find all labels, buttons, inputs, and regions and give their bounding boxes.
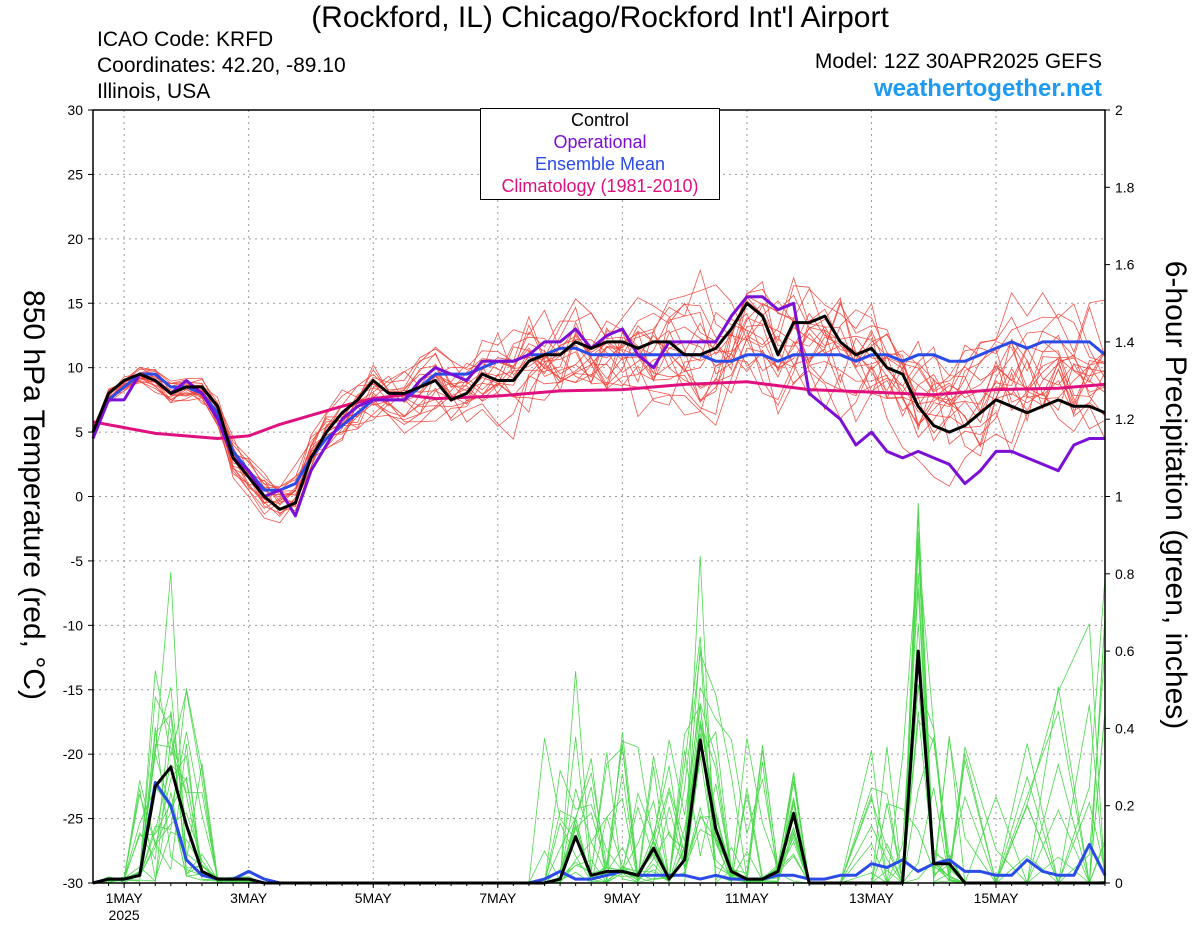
- y-tick-label-left: -10: [63, 617, 83, 633]
- y-tick-label-left: 30: [67, 102, 83, 118]
- x-tick-label: 9MAY: [604, 890, 642, 906]
- y-tick-label-right: 1.8: [1115, 179, 1135, 195]
- chart-title: (Rockford, IL) Chicago/Rockford Int'l Ai…: [311, 1, 889, 34]
- control-temperature-line: [91, 301, 1106, 511]
- y-tick-label-left: -5: [71, 553, 84, 569]
- ensemble-mean-precipitation-line: [92, 781, 1107, 885]
- y-tick-label-right: 0.8: [1115, 566, 1135, 582]
- ensemble-member-precip-line: [92, 721, 1105, 884]
- x-year-label: 2025: [109, 907, 140, 923]
- ensemble-member-precip-line: [92, 573, 1105, 884]
- legend-control: Control: [570, 110, 630, 130]
- y-tick-label-left: -20: [63, 746, 83, 762]
- x-tick-label: 11MAY: [725, 890, 769, 906]
- ensemble-member-precip-line: [92, 502, 1105, 884]
- x-tick-label: 1MAY: [106, 890, 144, 906]
- x-tick-label: 7MAY: [479, 890, 517, 906]
- ensemble-member-precip-line: [92, 577, 1106, 884]
- model-run: Model: 12Z 30APR2025 GEFS: [814, 50, 1102, 73]
- axis-ticks: 302520151050-5-10-15-20-25-3021.81.61.41…: [63, 102, 1135, 923]
- x-tick-label: 5MAY: [355, 890, 393, 906]
- ensemble-member-temp-line: [92, 316, 1106, 504]
- legend-ensemble-mean: Ensemble Mean: [534, 154, 666, 174]
- y-tick-label-left: 20: [67, 231, 83, 247]
- series-lines: [91, 295, 1107, 885]
- y-tick-label-right: 1.4: [1115, 334, 1135, 350]
- x-tick-label: 13MAY: [849, 890, 895, 906]
- ensemble-member-temp-line: [92, 302, 1106, 488]
- y-tick-label-right: 1.2: [1115, 411, 1135, 427]
- icao-code: ICAO Code: KRFD: [97, 28, 274, 51]
- y-tick-label-right: 1.6: [1115, 257, 1135, 273]
- y-tick-label-left: -25: [63, 811, 83, 827]
- legend-climatology: Climatology (1981-2010): [501, 176, 699, 196]
- y-axis-label-right: 6-hour Precipitation (green, inches): [1159, 260, 1192, 730]
- grid-lines: [93, 110, 1105, 883]
- x-tick-label: 15MAY: [974, 890, 1020, 906]
- y-tick-label-right: 0: [1115, 875, 1123, 891]
- y-axis-label-left: 850 hPa Temperature (red, °C): [17, 290, 50, 700]
- y-tick-label-left: 0: [75, 489, 83, 505]
- legend: Control Operational Ensemble Mean Climat…: [480, 108, 720, 200]
- region: Illinois, USA: [97, 80, 211, 103]
- ensemble-member-precip-line: [92, 704, 1106, 884]
- y-tick-label-right: 0.6: [1115, 643, 1135, 659]
- y-tick-label-left: 15: [67, 295, 83, 311]
- y-tick-label-left: 5: [75, 424, 83, 440]
- site-link[interactable]: weathertogether.net: [873, 75, 1102, 102]
- y-tick-label-right: 0.4: [1115, 720, 1135, 736]
- y-tick-label-right: 1: [1115, 489, 1123, 505]
- y-tick-label-right: 0.2: [1115, 798, 1135, 814]
- y-tick-label-left: -30: [63, 875, 83, 891]
- control-precipitation-line: [92, 649, 1105, 885]
- y-tick-label-left: 10: [67, 360, 83, 376]
- coordinates: Coordinates: 42.20, -89.10: [97, 54, 346, 77]
- ensemble-mean-temperature-line: [91, 340, 1106, 492]
- ensemble-member-temp-line: [92, 294, 1106, 502]
- y-tick-label-right: 2: [1115, 102, 1123, 118]
- ensemble-member-temp-line: [92, 268, 1106, 514]
- legend-operational: Operational: [553, 132, 647, 152]
- y-tick-label-left: -15: [63, 682, 83, 698]
- y-tick-label-left: 25: [67, 166, 83, 182]
- ensemble-member-temp-line: [92, 281, 1106, 505]
- x-tick-label: 3MAY: [230, 890, 268, 906]
